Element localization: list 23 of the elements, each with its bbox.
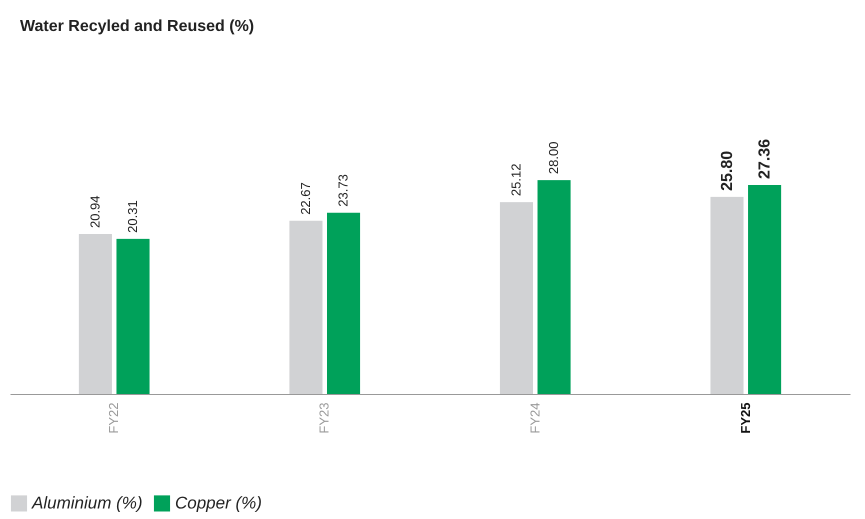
data-label: 22.67 bbox=[298, 182, 313, 215]
legend-label: Copper (%) bbox=[175, 493, 262, 512]
bar bbox=[710, 196, 744, 394]
bar bbox=[289, 220, 322, 394]
data-label: 20.31 bbox=[125, 200, 140, 233]
data-label: 23.73 bbox=[336, 174, 351, 207]
bar bbox=[748, 184, 782, 394]
data-label: 27.36 bbox=[756, 138, 774, 179]
data-label: 20.94 bbox=[87, 195, 102, 228]
chart-title: Water Recyled and Reused (%) bbox=[20, 18, 254, 35]
x-tick-label: FY24 bbox=[527, 402, 542, 434]
bar bbox=[538, 180, 571, 394]
data-label: 25.80 bbox=[718, 150, 736, 191]
x-tick-label: FY22 bbox=[106, 402, 122, 434]
x-tick-label: FY25 bbox=[738, 402, 753, 434]
bar bbox=[78, 234, 112, 394]
data-label: 28.00 bbox=[546, 142, 562, 174]
bar bbox=[326, 212, 360, 394]
data-label: 25.12 bbox=[508, 164, 524, 196]
legend-label: Aluminium (%) bbox=[31, 493, 143, 512]
bar bbox=[500, 202, 534, 394]
bar bbox=[116, 238, 150, 394]
x-tick-label: FY23 bbox=[316, 402, 332, 434]
